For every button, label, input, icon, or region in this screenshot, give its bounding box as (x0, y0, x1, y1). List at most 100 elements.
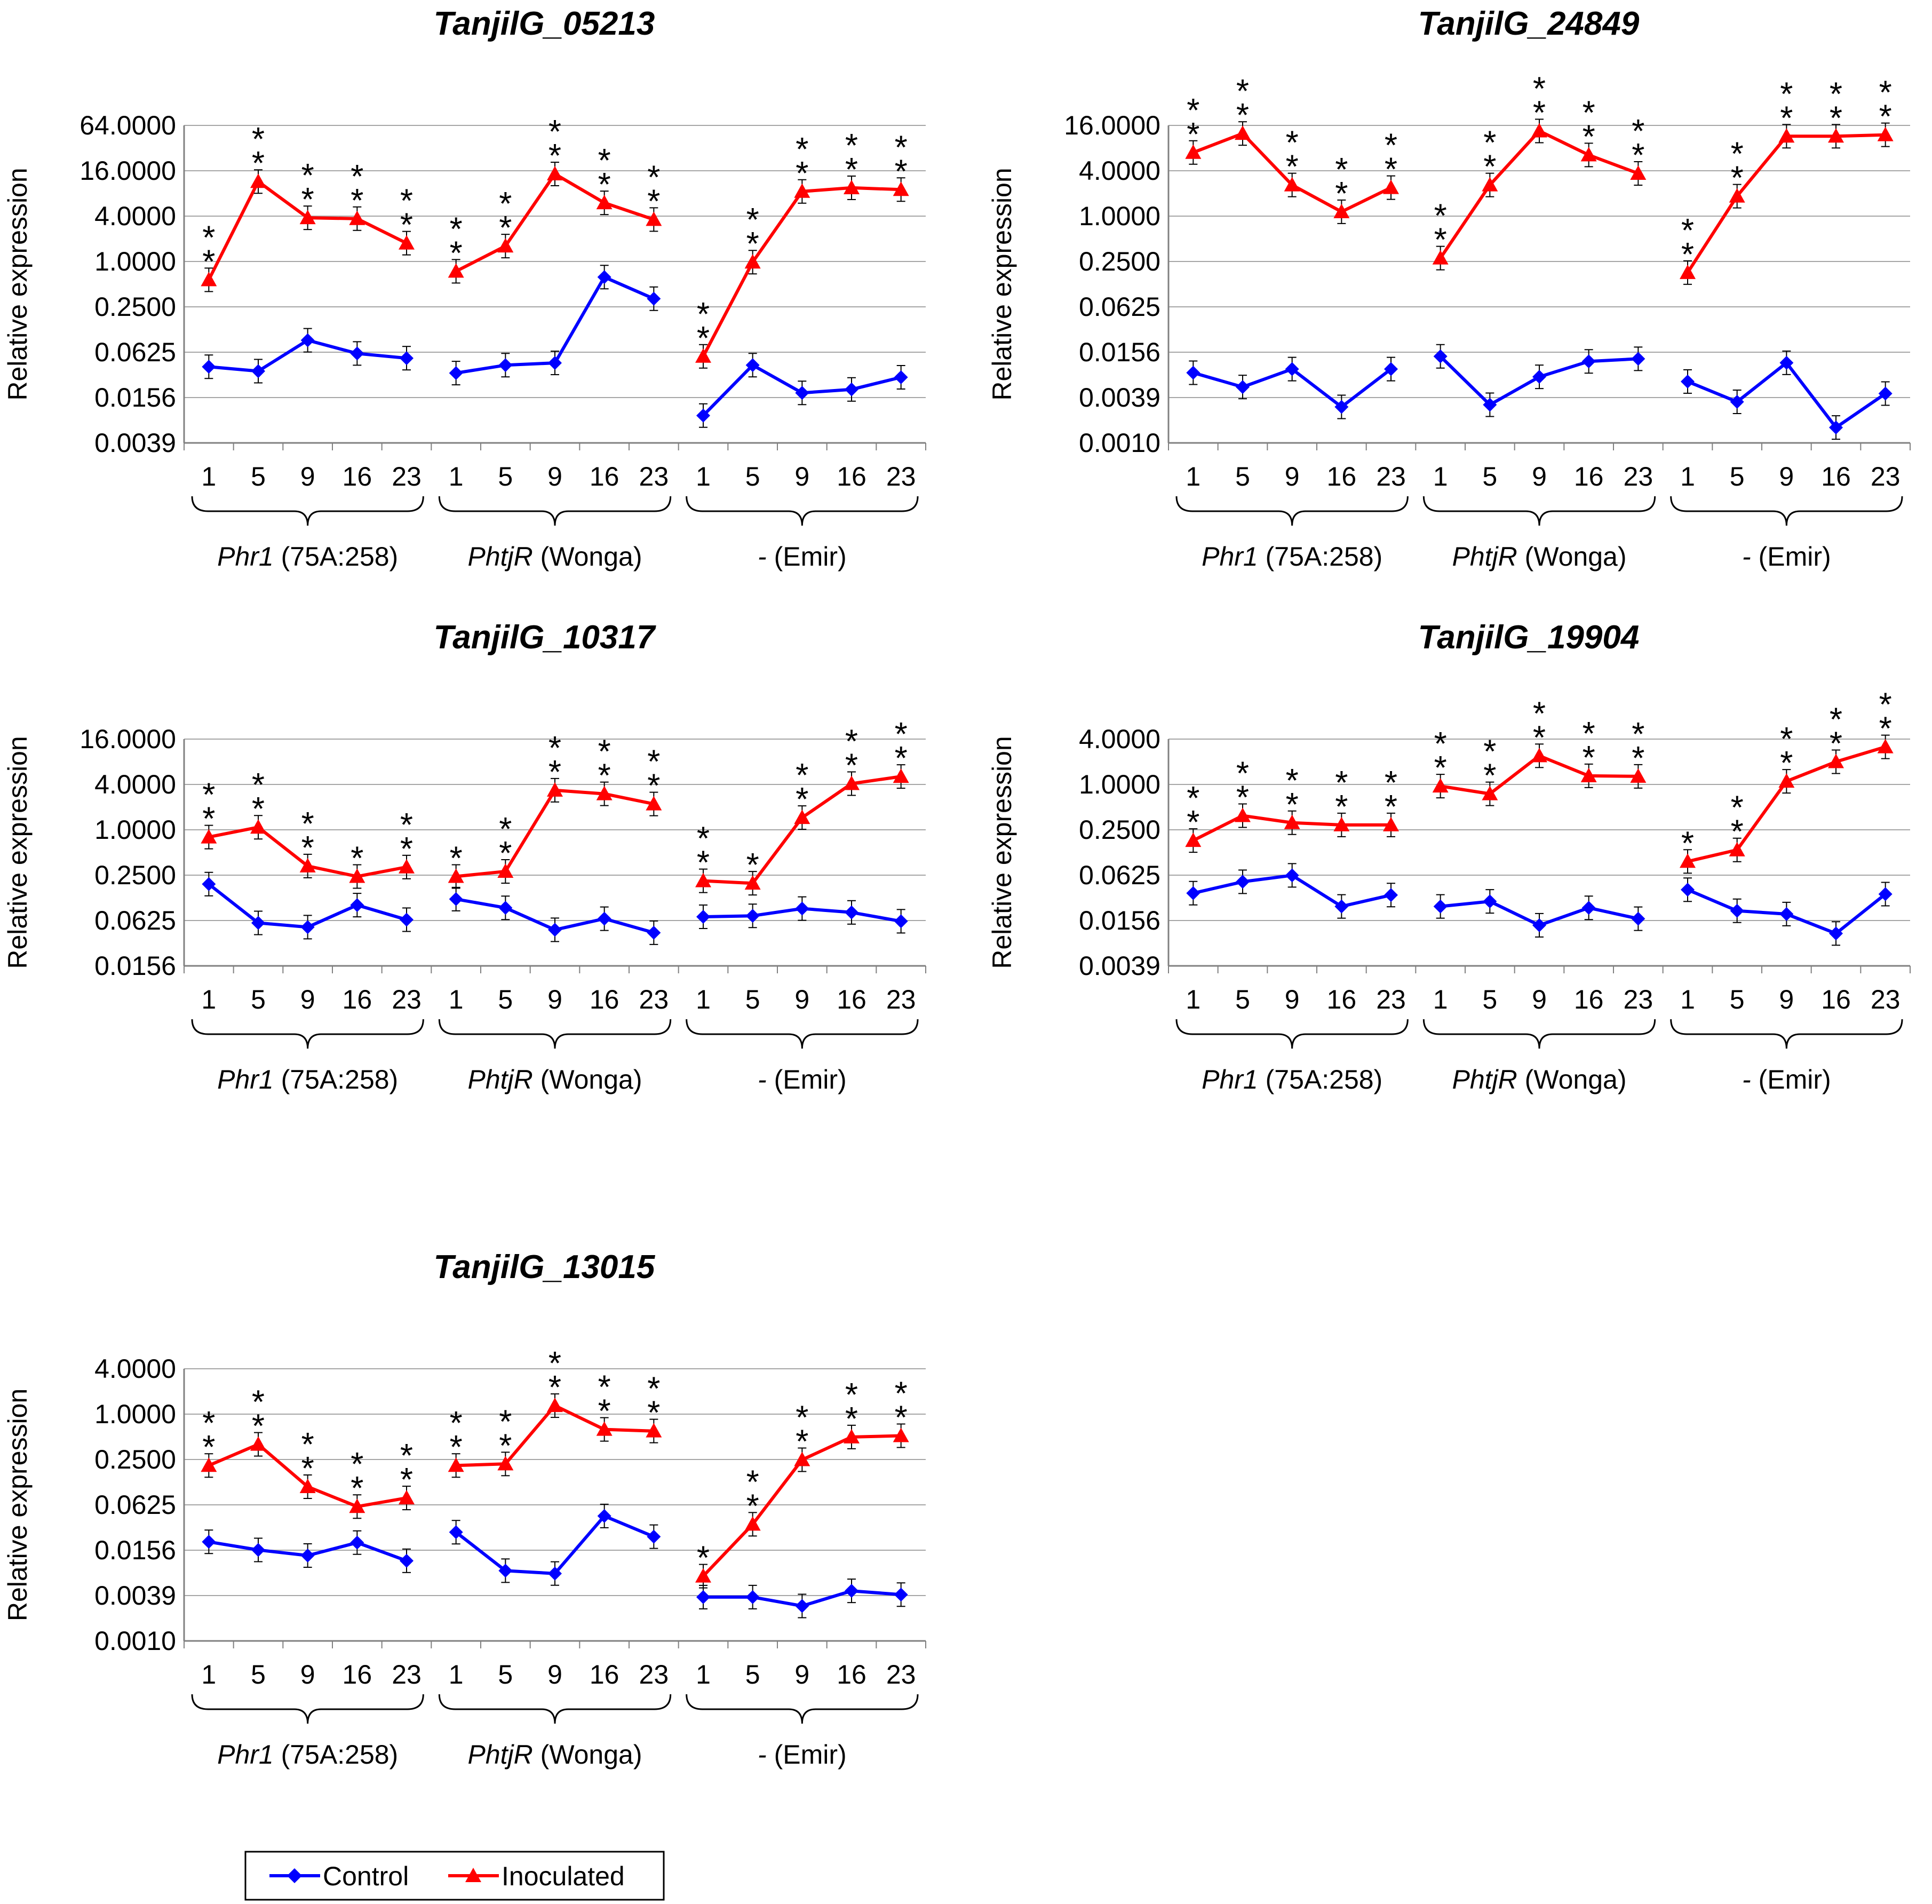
significance-star: * (1434, 198, 1447, 235)
y-tick-label: 0.0010 (94, 1626, 176, 1656)
group-cultivar: (Emir) (774, 542, 847, 572)
significance-star: * (548, 114, 561, 150)
control-point (845, 382, 858, 396)
inoculated-point (349, 868, 365, 883)
control-point (1384, 362, 1398, 376)
significance-star: * (697, 320, 710, 357)
inoculated-point (1729, 188, 1745, 203)
significance-star: * (1533, 695, 1546, 732)
x-tick-label: 9 (794, 1660, 809, 1689)
series-inoculated (201, 1393, 909, 1589)
group-gene: PhtjR (468, 1740, 533, 1770)
group-cultivar: (75A:258) (281, 1740, 399, 1770)
y-tick-label: 0.2500 (94, 292, 176, 322)
x-tick-label: 16 (1327, 462, 1357, 491)
control-point (251, 364, 265, 378)
significance-star: * (845, 723, 858, 760)
x-tick-label: 9 (1532, 462, 1547, 491)
significance-star: * (252, 1408, 265, 1445)
group-label: - (Emir) (1742, 1065, 1831, 1094)
x-tick-label: 23 (1376, 985, 1406, 1014)
control-point (350, 346, 364, 361)
significance-star: * (1236, 755, 1249, 792)
significance-star: * (598, 758, 611, 795)
significance-star: * (1187, 780, 1199, 817)
significance-star: * (202, 777, 215, 814)
x-tick-label: 1 (696, 985, 711, 1014)
inoculated-point (893, 768, 909, 783)
y-tick-label: 0.2500 (94, 860, 176, 890)
significance-star: * (598, 734, 611, 771)
x-tick-label: 16 (837, 1660, 866, 1689)
significance-star: * (252, 767, 265, 804)
chart-3: TanjilG_19904 4.0000 1.0000 0.2500 0.0625 0.0… (987, 619, 1911, 1094)
group-cultivar: (75A:258) (281, 1065, 399, 1094)
control-point (597, 270, 611, 284)
group-gene: - (758, 1740, 767, 1770)
control-point (449, 366, 463, 380)
x-tick-label: 9 (794, 985, 809, 1014)
significance-star: * (548, 754, 561, 791)
y-tick-label: 1.0000 (1079, 769, 1160, 799)
group-label: PhtjR (Wonga) (1452, 1065, 1627, 1094)
control-point (251, 1543, 265, 1557)
x-tick-label: 9 (794, 462, 809, 491)
control-point (1581, 901, 1596, 915)
y-tick-label: 1.0000 (94, 815, 176, 845)
chart-title: TanjilG_05213 (434, 5, 655, 42)
significance-star: * (1879, 75, 1892, 112)
inoculated-point (695, 348, 711, 363)
inoculated-point (844, 1429, 860, 1443)
control-point (1334, 899, 1349, 914)
inoculated-point (1482, 786, 1498, 800)
significance-star: * (845, 152, 858, 188)
x-tick-label: 23 (639, 985, 669, 1014)
inoculated-point (399, 235, 415, 250)
significance-star: * (746, 1488, 759, 1525)
control-point (1186, 366, 1200, 380)
significance-star: * (746, 202, 759, 239)
significance-star: * (301, 1426, 314, 1463)
significance-star: * (1483, 758, 1496, 795)
group-cultivar: (Wonga) (540, 1065, 642, 1094)
y-tick-label: 0.0625 (94, 1490, 176, 1520)
significance-star: * (845, 1401, 858, 1438)
significance-star: * (1583, 716, 1595, 752)
y-tick-label: 0.0010 (1079, 428, 1160, 458)
significance-star: * (1483, 734, 1496, 771)
significance-star: * (1434, 750, 1447, 787)
control-point (300, 1548, 315, 1562)
y-axis-label: Relative expression (3, 168, 33, 400)
significance-star: * (1286, 763, 1299, 799)
control-point (647, 291, 661, 306)
series-control (1186, 863, 1893, 946)
control-point (1334, 400, 1349, 414)
significance-star: * (499, 835, 512, 872)
significance-star: * (1879, 711, 1892, 748)
control-point (202, 877, 216, 891)
group-brace (191, 1694, 424, 1724)
inoculated-point (1778, 773, 1795, 788)
x-tick-label: 1 (201, 985, 216, 1014)
inoculated-point (250, 819, 266, 834)
group-cultivar: (Emir) (1759, 542, 1831, 572)
inoculated-point (1877, 126, 1894, 141)
significance-star: * (548, 138, 561, 174)
inoculated-point (1383, 816, 1399, 831)
series-inoculated (1185, 118, 1894, 285)
x-tick-label: 1 (1433, 985, 1448, 1014)
y-tick-label: 0.0156 (94, 1535, 176, 1565)
inoculated-point (646, 796, 662, 811)
group-label: - (Emir) (758, 542, 847, 572)
control-point (1433, 349, 1448, 363)
significance-star: * (1533, 70, 1546, 107)
significance-star: * (400, 207, 413, 244)
x-tick-label: 23 (392, 1660, 422, 1689)
inoculated-point (1333, 816, 1350, 831)
significance-star: * (895, 1375, 908, 1412)
control-point (745, 1590, 760, 1604)
significance-star: * (1780, 76, 1793, 113)
group-cultivar: (Emir) (774, 1740, 847, 1770)
inoculated-point (201, 272, 217, 287)
y-axis-label: Relative expression (3, 736, 33, 969)
